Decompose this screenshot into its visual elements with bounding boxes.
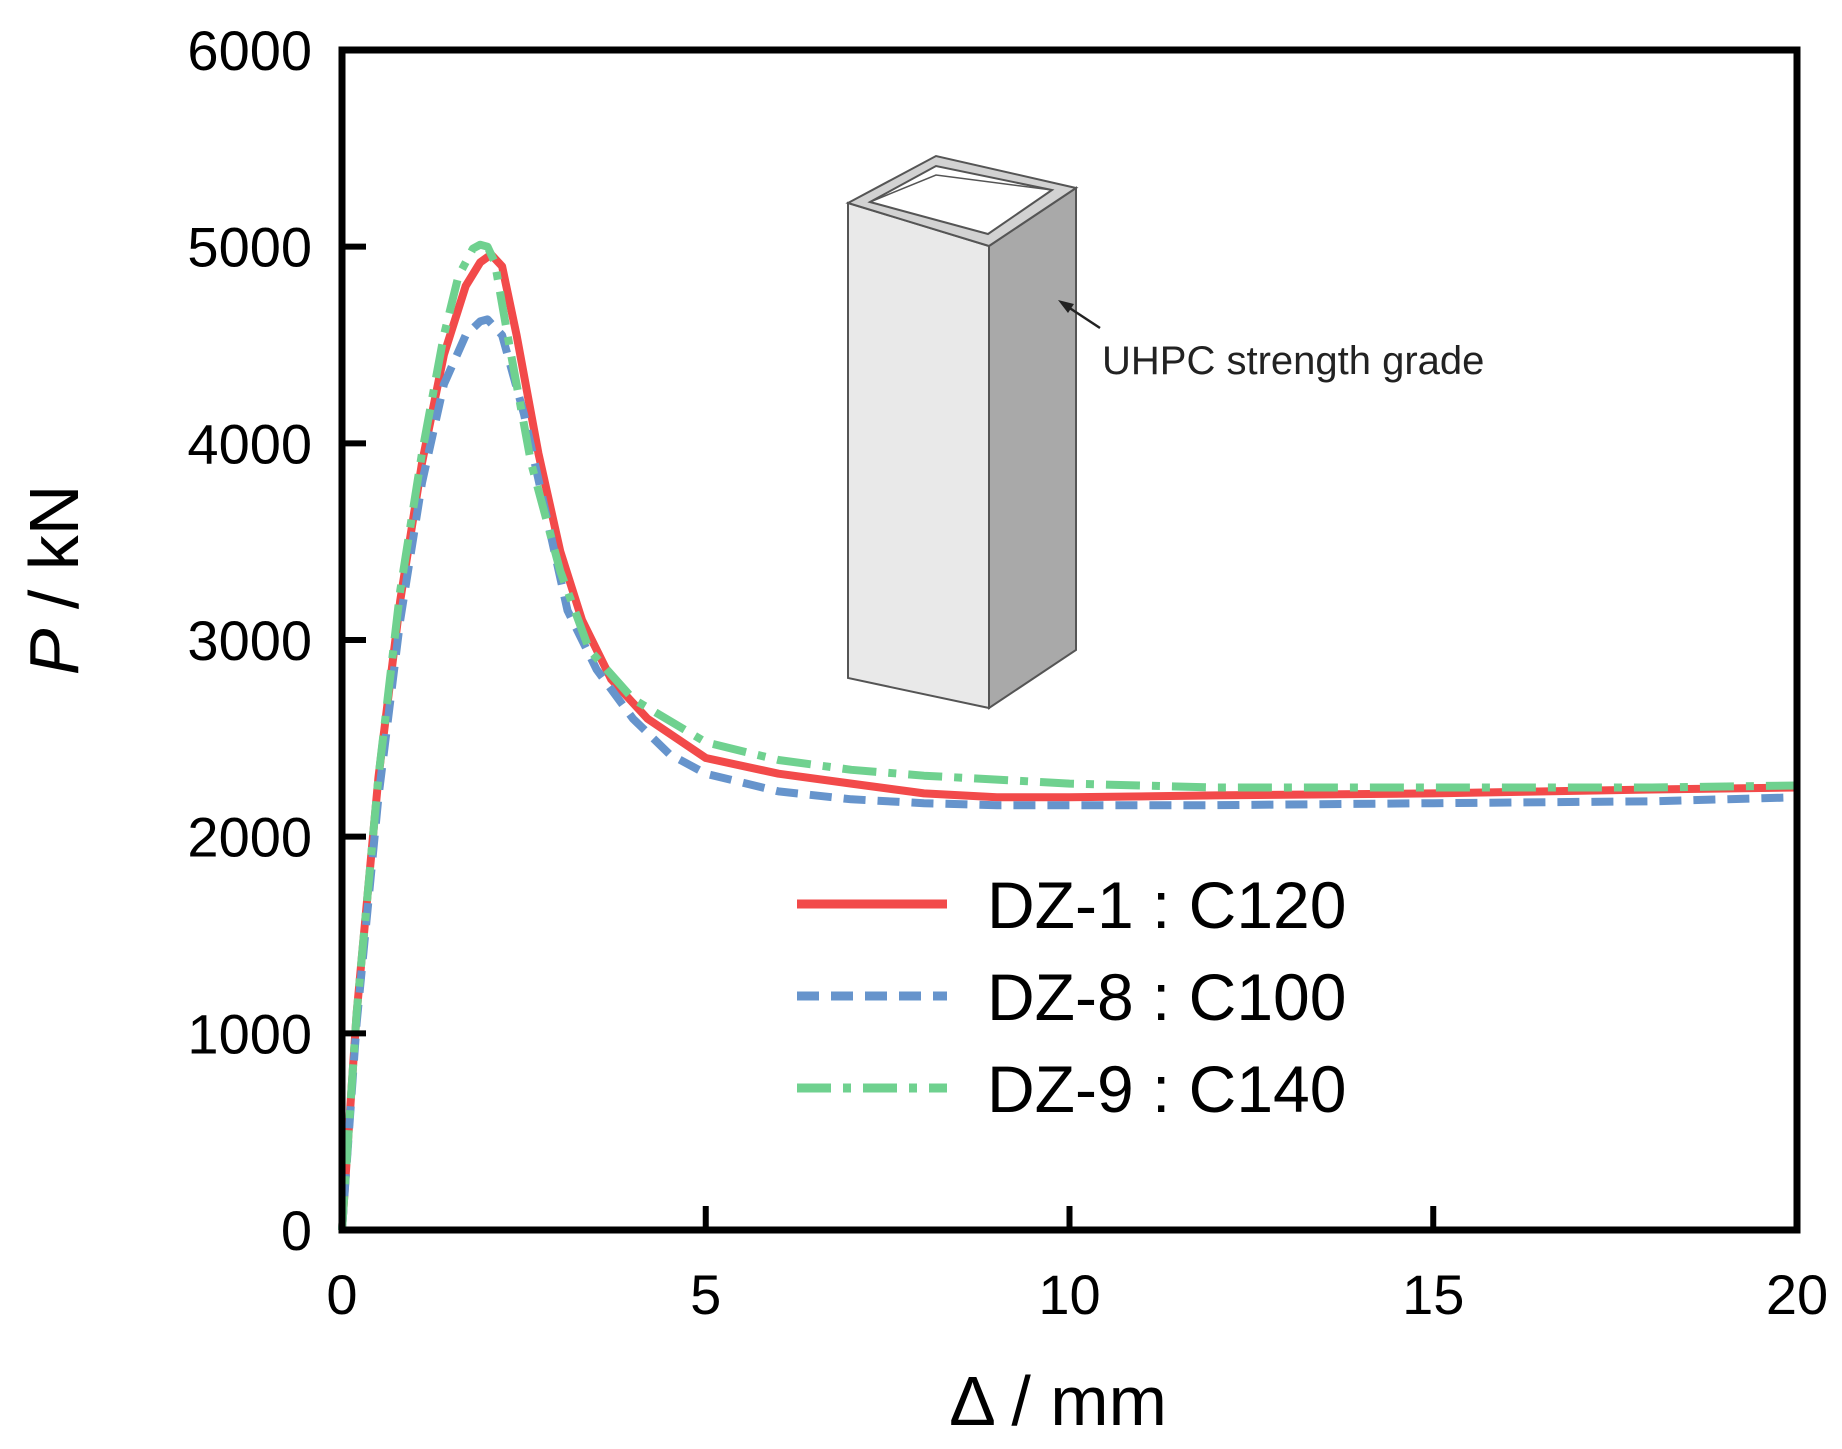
y-tick-label: 3000 [187, 609, 312, 672]
y-tick-label: 0 [281, 1199, 312, 1262]
column-inner-wall [869, 174, 1053, 203]
series-layer [338, 240, 1798, 1231]
legend-label-2: DZ-8 : C100 [987, 960, 1346, 1034]
y-tick-label: 6000 [187, 19, 312, 82]
y-tick-label: 2000 [187, 806, 312, 869]
series-line-1 [338, 250, 1798, 1231]
y-tick-label: 4000 [187, 412, 312, 475]
legend-label-3: DZ-9 : C140 [987, 1052, 1346, 1126]
column-side-face [988, 186, 1077, 710]
y-tick-label: 5000 [187, 216, 312, 279]
column-illustration [845, 154, 1079, 710]
annotation-arrow [1058, 300, 1101, 330]
annotation-text: UHPC strength grade [1102, 339, 1484, 383]
series-line-3 [338, 240, 1798, 1231]
legend: DZ-1 : C120 DZ-8 : C100 DZ-9 : C140 [797, 868, 1346, 1126]
x-tick-label: 10 [1038, 1263, 1100, 1326]
column-front-face [847, 201, 990, 710]
y-axis-title-unit: / kN [15, 485, 93, 629]
x-tick-label: 15 [1402, 1263, 1464, 1326]
tick-layer: 0 5 10 15 20 0 1000 2000 3000 4000 5000 6000 [187, 19, 1828, 1326]
y-tick-label: 1000 [187, 1002, 312, 1065]
x-tick-label: 5 [690, 1263, 721, 1326]
x-axis-title: Δ / mm [949, 1362, 1167, 1440]
x-tick-label: 20 [1766, 1263, 1828, 1326]
x-tick-label: 0 [326, 1263, 357, 1326]
plot-frame [338, 46, 1801, 1234]
y-axis-title-symbol: P [15, 628, 93, 675]
y-axis-title: P / kN [15, 485, 93, 676]
legend-label-1: DZ-1 : C120 [987, 868, 1346, 942]
